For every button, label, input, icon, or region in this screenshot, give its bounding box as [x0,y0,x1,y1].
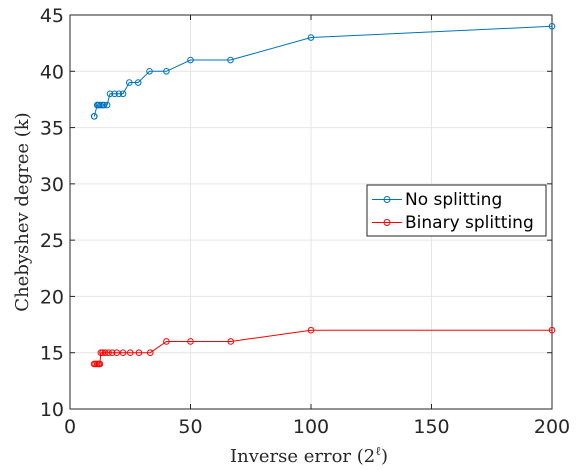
data-series [90,22,556,368]
data-point [101,349,109,357]
legend-label-binary-splitting: Binary splitting [405,213,534,233]
y-tick-label: 40 [40,61,64,83]
series-0 [90,22,556,120]
x-tick-label: 200 [534,416,570,438]
x-tick-label: 0 [64,416,76,438]
data-point [548,326,556,334]
legend-box [366,184,547,237]
data-point [97,101,104,109]
y-tick-label: 45 [40,5,64,27]
data-point [548,22,556,30]
data-point [227,56,234,64]
data-point [134,79,142,86]
legend: No splitting Binary splitting [366,184,547,237]
data-point [115,90,123,98]
data-point [106,90,114,98]
y-tick-label: 30 [40,174,64,196]
data-point [187,338,194,345]
axes [69,14,553,410]
data-point [103,101,111,109]
data-point [307,34,315,41]
data-point [119,90,127,98]
data-point [100,101,108,109]
data-point [146,349,154,357]
data-point [187,56,194,64]
data-point [119,349,127,357]
x-tick-label: 150 [413,416,449,438]
series-1 [90,326,556,368]
data-point [126,349,134,357]
x-axis-label: Inverse error (2ℓ) [230,444,388,467]
y-tick-label: 25 [40,230,64,252]
data-point [135,349,143,357]
data-point [111,90,118,98]
legend-marker-no-splitting [383,196,391,203]
y-tick-label: 10 [40,399,64,421]
data-point [227,338,235,345]
series-line [94,329,552,365]
y-tick-label: 15 [40,343,64,365]
data-point [105,349,112,357]
data-point [96,360,104,368]
data-point [163,338,170,345]
y-tick-label: 35 [40,118,64,140]
data-point [113,349,121,357]
data-point [163,67,170,75]
data-point [146,67,153,75]
data-point [108,349,116,357]
legend-label-no-splitting: No splitting [405,190,502,210]
x-tick-label: 50 [178,416,202,438]
y-axis-label: Chebyshev degree (k) [12,112,33,311]
y-tick-label: 20 [40,286,64,308]
data-point [91,113,98,120]
legend-marker-binary-splitting [383,219,391,226]
data-point [307,326,315,334]
x-tick-label: 100 [293,416,329,438]
tick-labels: 0 50 100 150 200 10 15 20 25 30 35 40 45 [40,5,570,438]
data-point [125,79,133,86]
